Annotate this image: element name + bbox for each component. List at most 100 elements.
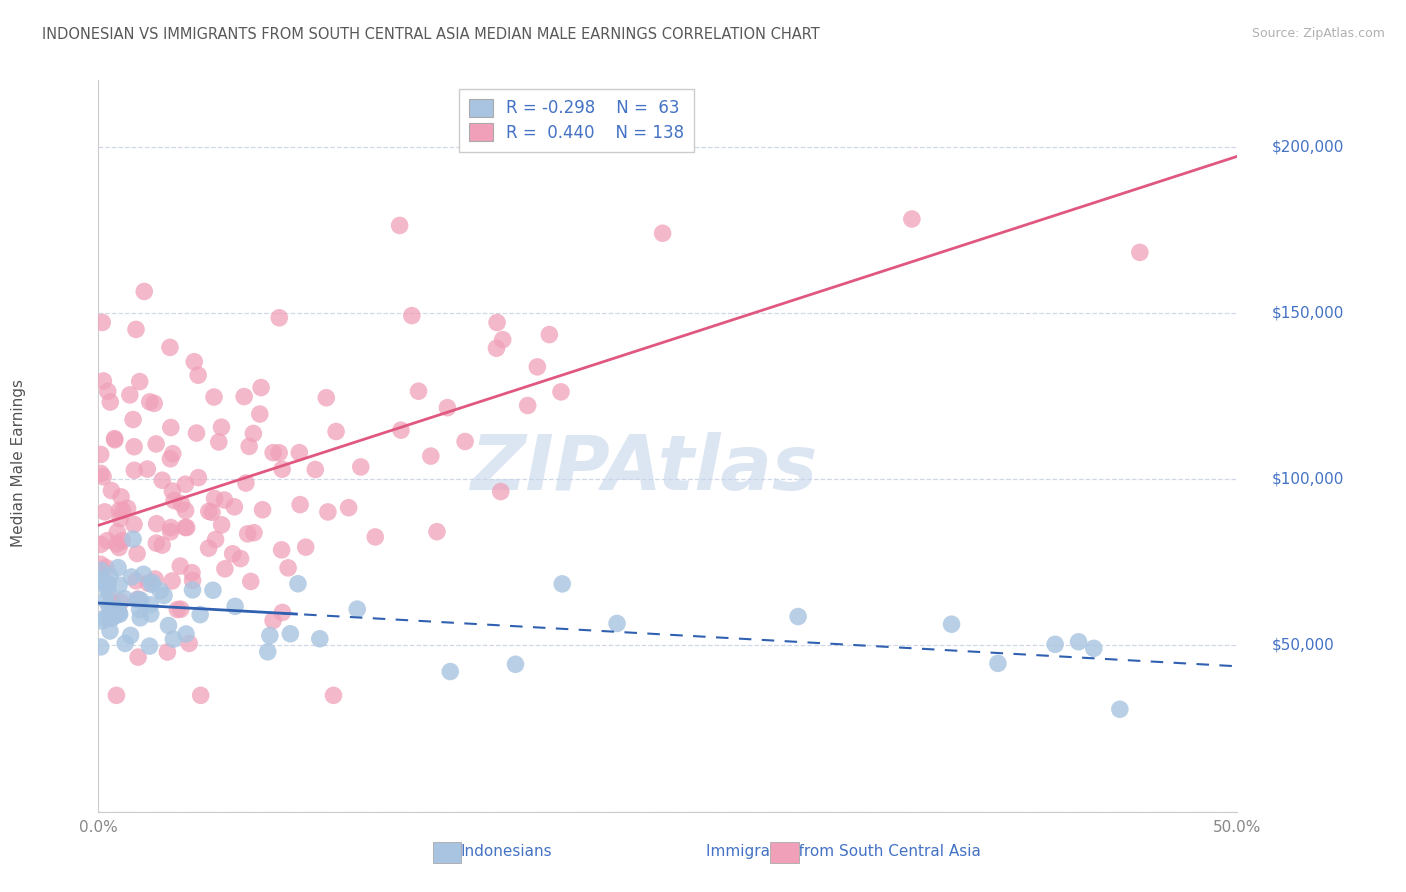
Point	[120, 570, 142, 584]
Point	[242, 426, 264, 441]
Point	[90, 563, 112, 577]
Point	[103, 432, 125, 446]
Point	[98, 395, 121, 409]
Point	[138, 576, 160, 591]
Point	[159, 451, 181, 466]
Point	[170, 497, 193, 511]
Point	[350, 459, 373, 474]
Point	[197, 504, 219, 518]
Point	[127, 650, 149, 665]
Point	[94, 505, 117, 519]
Point	[197, 541, 219, 556]
Point	[122, 412, 145, 426]
Point	[243, 525, 266, 540]
Point	[941, 617, 963, 632]
Point	[1083, 641, 1105, 656]
Point	[505, 657, 527, 672]
Text: Source: ZipAtlas.com: Source: ZipAtlas.com	[1251, 27, 1385, 40]
Point	[269, 310, 291, 325]
Point	[122, 463, 145, 477]
Point	[90, 558, 112, 572]
Text: INDONESIAN VS IMMIGRANTS FROM SOUTH CENTRAL ASIA MEDIAN MALE EARNINGS CORRELATIO: INDONESIAN VS IMMIGRANTS FROM SOUTH CENT…	[42, 27, 820, 42]
Point	[107, 560, 129, 574]
Point	[94, 593, 117, 607]
Point	[94, 560, 117, 574]
Text: Indonesians: Indonesians	[460, 845, 553, 859]
Point	[100, 611, 122, 625]
Point	[315, 391, 337, 405]
Point	[166, 602, 188, 616]
Point	[280, 626, 302, 640]
Point	[262, 614, 284, 628]
Point	[1043, 637, 1066, 651]
Point	[322, 689, 344, 703]
Point	[90, 572, 112, 586]
Point	[101, 611, 124, 625]
Point	[163, 493, 186, 508]
Point	[96, 533, 118, 548]
Point	[139, 598, 162, 612]
Point	[160, 520, 183, 534]
Point	[426, 524, 449, 539]
Point	[120, 628, 142, 642]
Point	[224, 500, 246, 514]
Point	[516, 399, 538, 413]
Point	[105, 537, 128, 551]
Point	[673, 106, 696, 120]
Point	[316, 505, 339, 519]
Point	[186, 425, 208, 440]
Point	[159, 340, 181, 354]
Point	[108, 578, 131, 592]
Point	[107, 602, 129, 616]
Point	[105, 524, 128, 539]
Point	[214, 562, 236, 576]
Point	[112, 591, 135, 606]
Point	[308, 632, 330, 646]
Point	[129, 593, 152, 607]
Point	[224, 599, 246, 614]
Point	[108, 607, 131, 622]
Point	[270, 542, 292, 557]
Point	[1108, 702, 1130, 716]
Point	[787, 609, 810, 624]
Point	[551, 577, 574, 591]
Point	[288, 445, 311, 459]
Point	[1129, 245, 1152, 260]
Point	[364, 530, 387, 544]
Point	[174, 477, 197, 491]
Point	[277, 561, 299, 575]
Point	[93, 374, 115, 388]
Point	[100, 483, 122, 498]
Point	[132, 567, 155, 582]
Point	[170, 602, 193, 616]
Point	[271, 462, 294, 476]
Point	[90, 640, 112, 654]
Legend: R = -0.298    N =  63, R =  0.440    N = 138: R = -0.298 N = 63, R = 0.440 N = 138	[460, 88, 695, 152]
Point	[208, 435, 231, 450]
Point	[91, 614, 114, 628]
Point	[233, 390, 256, 404]
Point	[236, 526, 259, 541]
Point	[97, 576, 120, 591]
Point	[160, 420, 183, 434]
Point	[187, 470, 209, 484]
Point	[538, 327, 561, 342]
Point	[262, 445, 284, 459]
Point	[114, 636, 136, 650]
Point	[346, 602, 368, 616]
Point	[141, 575, 163, 590]
Point	[256, 645, 278, 659]
Point	[104, 608, 127, 623]
Text: $150,000: $150,000	[1271, 306, 1344, 320]
Point	[100, 593, 122, 607]
Point	[1067, 634, 1090, 648]
Point	[145, 516, 167, 531]
Point	[492, 333, 515, 347]
Point	[90, 467, 112, 481]
Point	[187, 368, 209, 383]
Point	[202, 390, 225, 404]
Point	[98, 607, 121, 622]
Point	[104, 433, 127, 447]
Point	[159, 524, 181, 539]
Point	[408, 384, 430, 399]
